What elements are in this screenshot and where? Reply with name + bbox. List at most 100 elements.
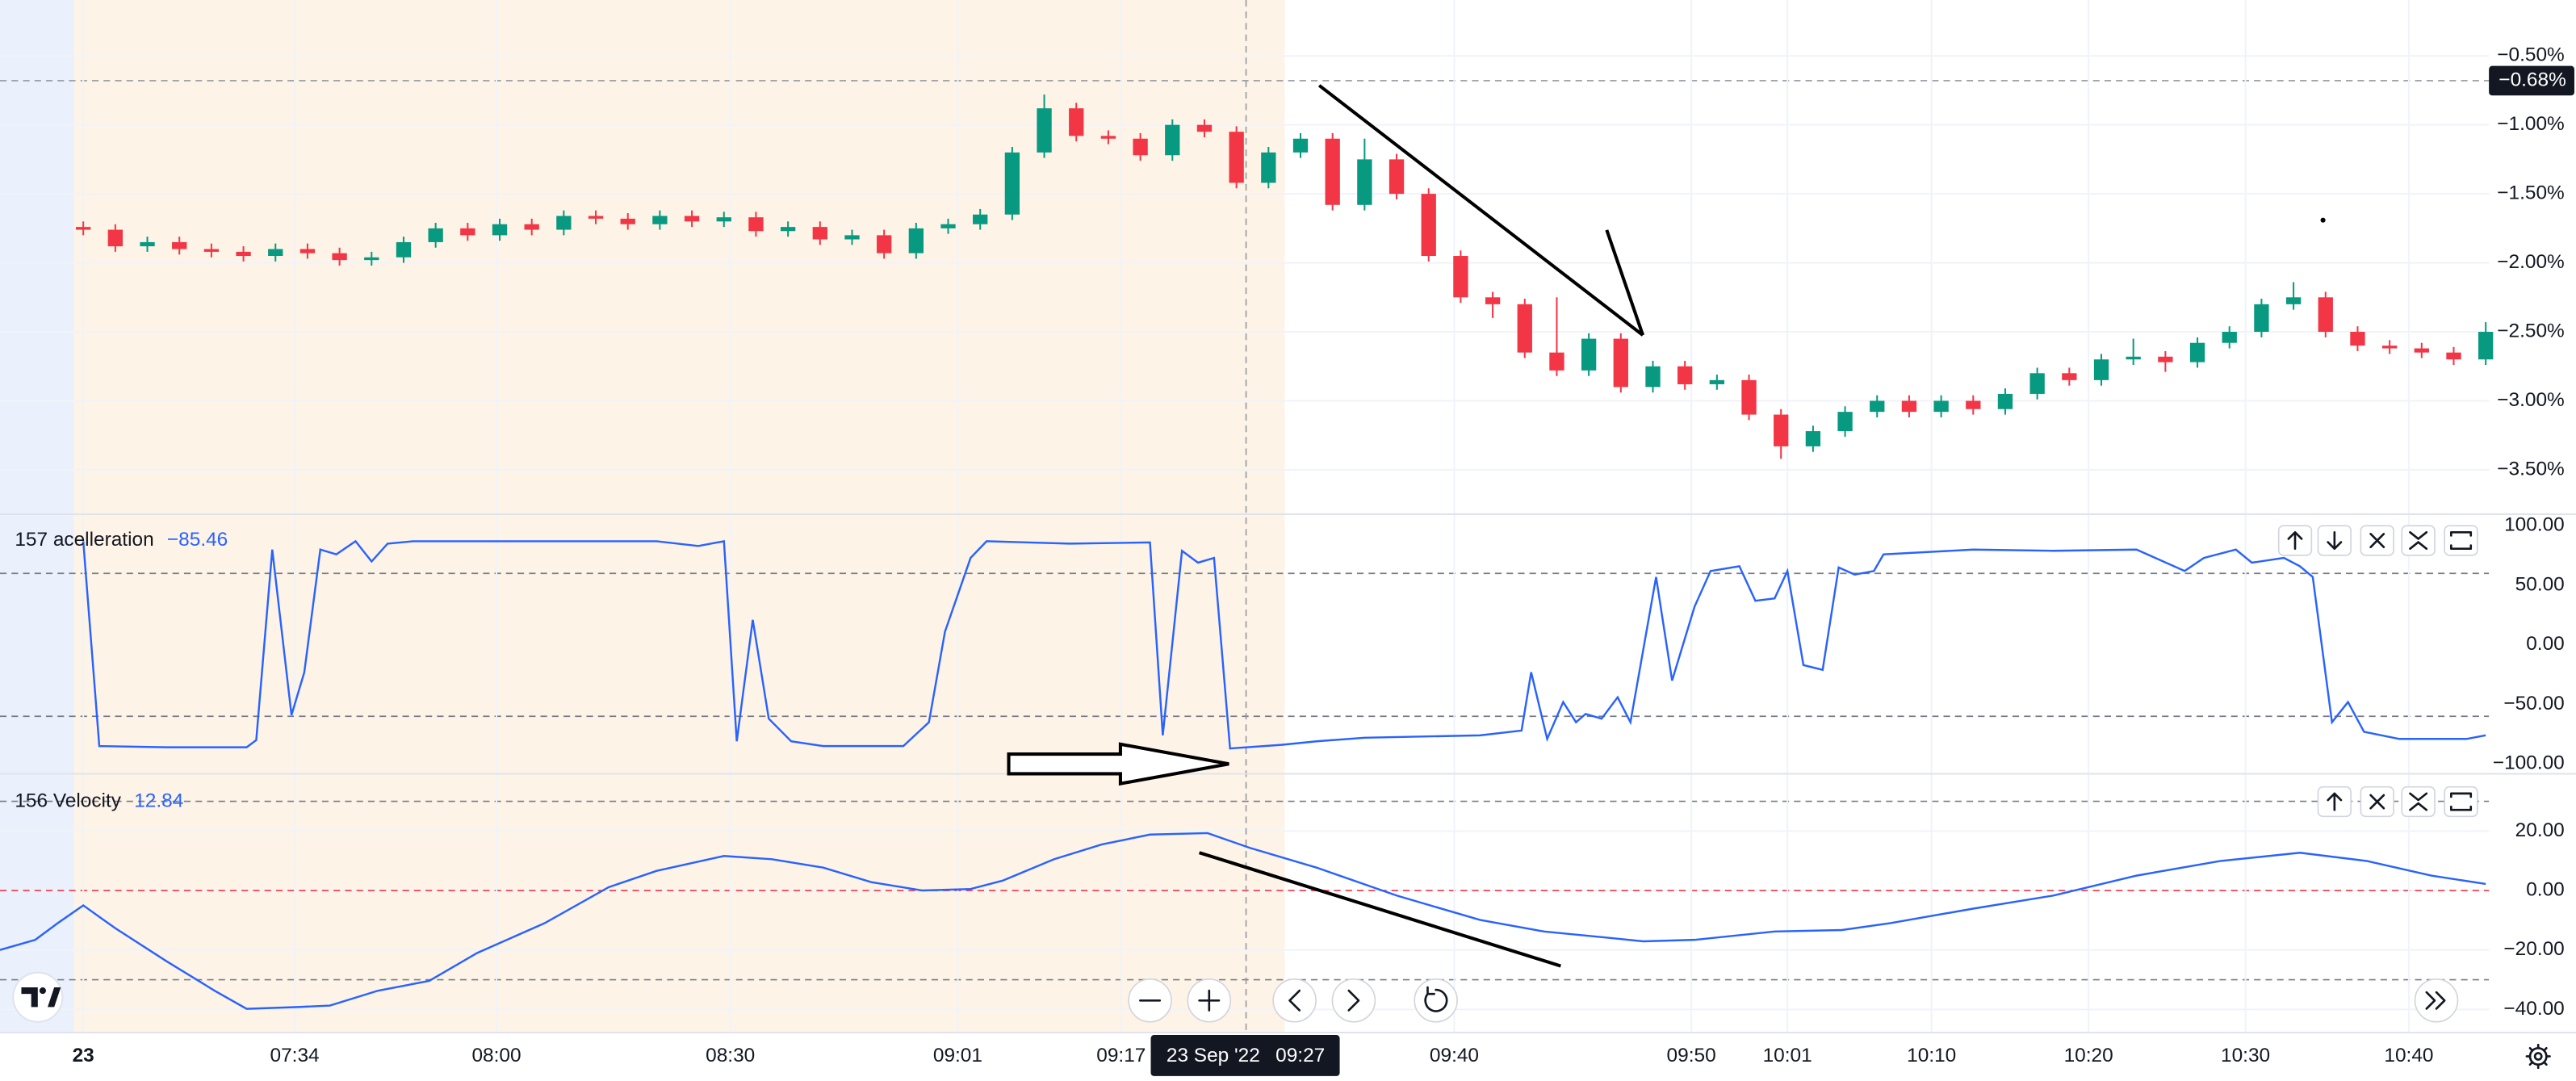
candle-body [428,228,443,242]
candle-body [1645,366,1661,388]
y-tick-label: 20.00 [2515,819,2565,841]
x-tick-label: 08:00 [472,1045,521,1066]
x-tick-label: 09:01 [933,1045,982,1066]
candle-body [844,235,860,240]
scroll-left-button[interactable] [1272,978,1317,1023]
crosshair-date: 23 Sep '22 [1167,1045,1260,1066]
move-up-button[interactable] [2277,525,2313,556]
candle-body [396,241,412,258]
logo[interactable] [12,971,64,1023]
candle-body [973,214,988,224]
candle-body [1709,379,1725,384]
collapse-button[interactable] [2401,786,2436,818]
x-tick-label: 23 [73,1045,94,1066]
candle-body [1421,194,1436,257]
candle-body [2093,359,2109,380]
candle-body [332,253,347,261]
data-layer [0,94,2494,1010]
trend-line [1198,851,1561,968]
move-down-button[interactable] [2317,525,2352,556]
candle-body [2158,356,2173,362]
dot-marker [2320,217,2326,223]
y-tick-label: −0.50% [2497,44,2564,66]
candle-body [908,228,924,253]
candle-body [2446,352,2461,360]
candle-body [524,224,539,230]
legend-value: 12.84 [134,790,183,812]
trend-line [1317,84,1644,337]
candle-body [1837,412,1853,432]
legend-name: 156 Velocity [15,790,121,812]
candle-body [2414,348,2429,353]
collapse-button[interactable] [2401,525,2436,556]
label-layer: −0.50% −1.00% −1.50% −2.00% −2.50% −3.00% −3.5… [15,44,2574,1076]
candle-body [1292,138,1309,153]
crosshair-time: 09:27 [1275,1045,1325,1066]
y-tick-label: −3.50% [2497,458,2564,480]
navigation-buttons [12,971,2551,1070]
settings-button[interactable] [2525,1043,2551,1070]
move-up-button[interactable] [2317,786,2352,818]
close-button[interactable] [2360,525,2394,556]
grid-layer [0,0,2490,1032]
candle-body [236,251,251,257]
candle-body [1485,297,1501,304]
legend-value: −85.46 [167,529,228,551]
x-tick-label: 09:40 [1430,1045,1479,1066]
candle-body [2285,297,2302,304]
candle-body [299,249,316,253]
candle-body [1037,108,1052,153]
candle-body [556,216,572,230]
candle-body [1870,400,1885,413]
y-tick-label: −2.00% [2497,251,2564,273]
candle-body [107,229,124,247]
candle-body [2318,297,2333,333]
candle-body [1933,400,1949,413]
candle-body [1261,152,1276,183]
zoom-in-button[interactable] [1187,978,1232,1023]
y-tick-label: −20.00 [2503,938,2564,960]
candle-body [2478,332,2494,360]
candle-body [1678,366,1693,384]
zoom-out-button[interactable] [1128,978,1172,1023]
y-tick-label: −100.00 [2493,752,2565,774]
candle-body [652,216,668,224]
candle-body [1901,400,1917,413]
scroll-to-end-button[interactable] [2414,978,2459,1023]
x-tick-label: 10:30 [2221,1045,2270,1066]
maximize-button[interactable] [2444,525,2478,556]
candle-body [1805,431,1821,446]
candle-body [2126,356,2141,360]
y-tick-label: 50.00 [2515,573,2565,595]
price-label-box [2489,65,2574,96]
x-tick-label: 10:40 [2384,1045,2433,1066]
maximize-button[interactable] [2444,786,2478,818]
candle-body [76,227,91,230]
candle-body [1517,304,1532,353]
candle-body [203,249,220,252]
candle-body [780,227,796,232]
candle-body [140,241,155,247]
candle-body [716,217,731,222]
y-tick-label: −1.00% [2497,113,2564,135]
x-tick-label: 09:17 [1096,1045,1146,1066]
scroll-right-button[interactable] [1331,978,1376,1023]
indicator-line [82,539,2486,750]
candle-body [748,217,764,232]
y-tick-label: −2.50% [2497,320,2564,341]
y-tick-label: 0.00 [2526,878,2565,900]
candle-body [2222,332,2237,343]
candle-body [172,241,187,249]
reset-button[interactable] [1414,978,1458,1023]
candle-body [1133,138,1148,156]
candle-body [877,235,892,253]
candle-body [1389,159,1405,195]
candle-body [940,224,956,228]
session-shade [73,0,1285,1032]
candle-body [1325,138,1340,205]
close-button[interactable] [2360,786,2394,818]
candle-body [1165,124,1180,156]
x-tick-label: 08:30 [706,1045,755,1066]
